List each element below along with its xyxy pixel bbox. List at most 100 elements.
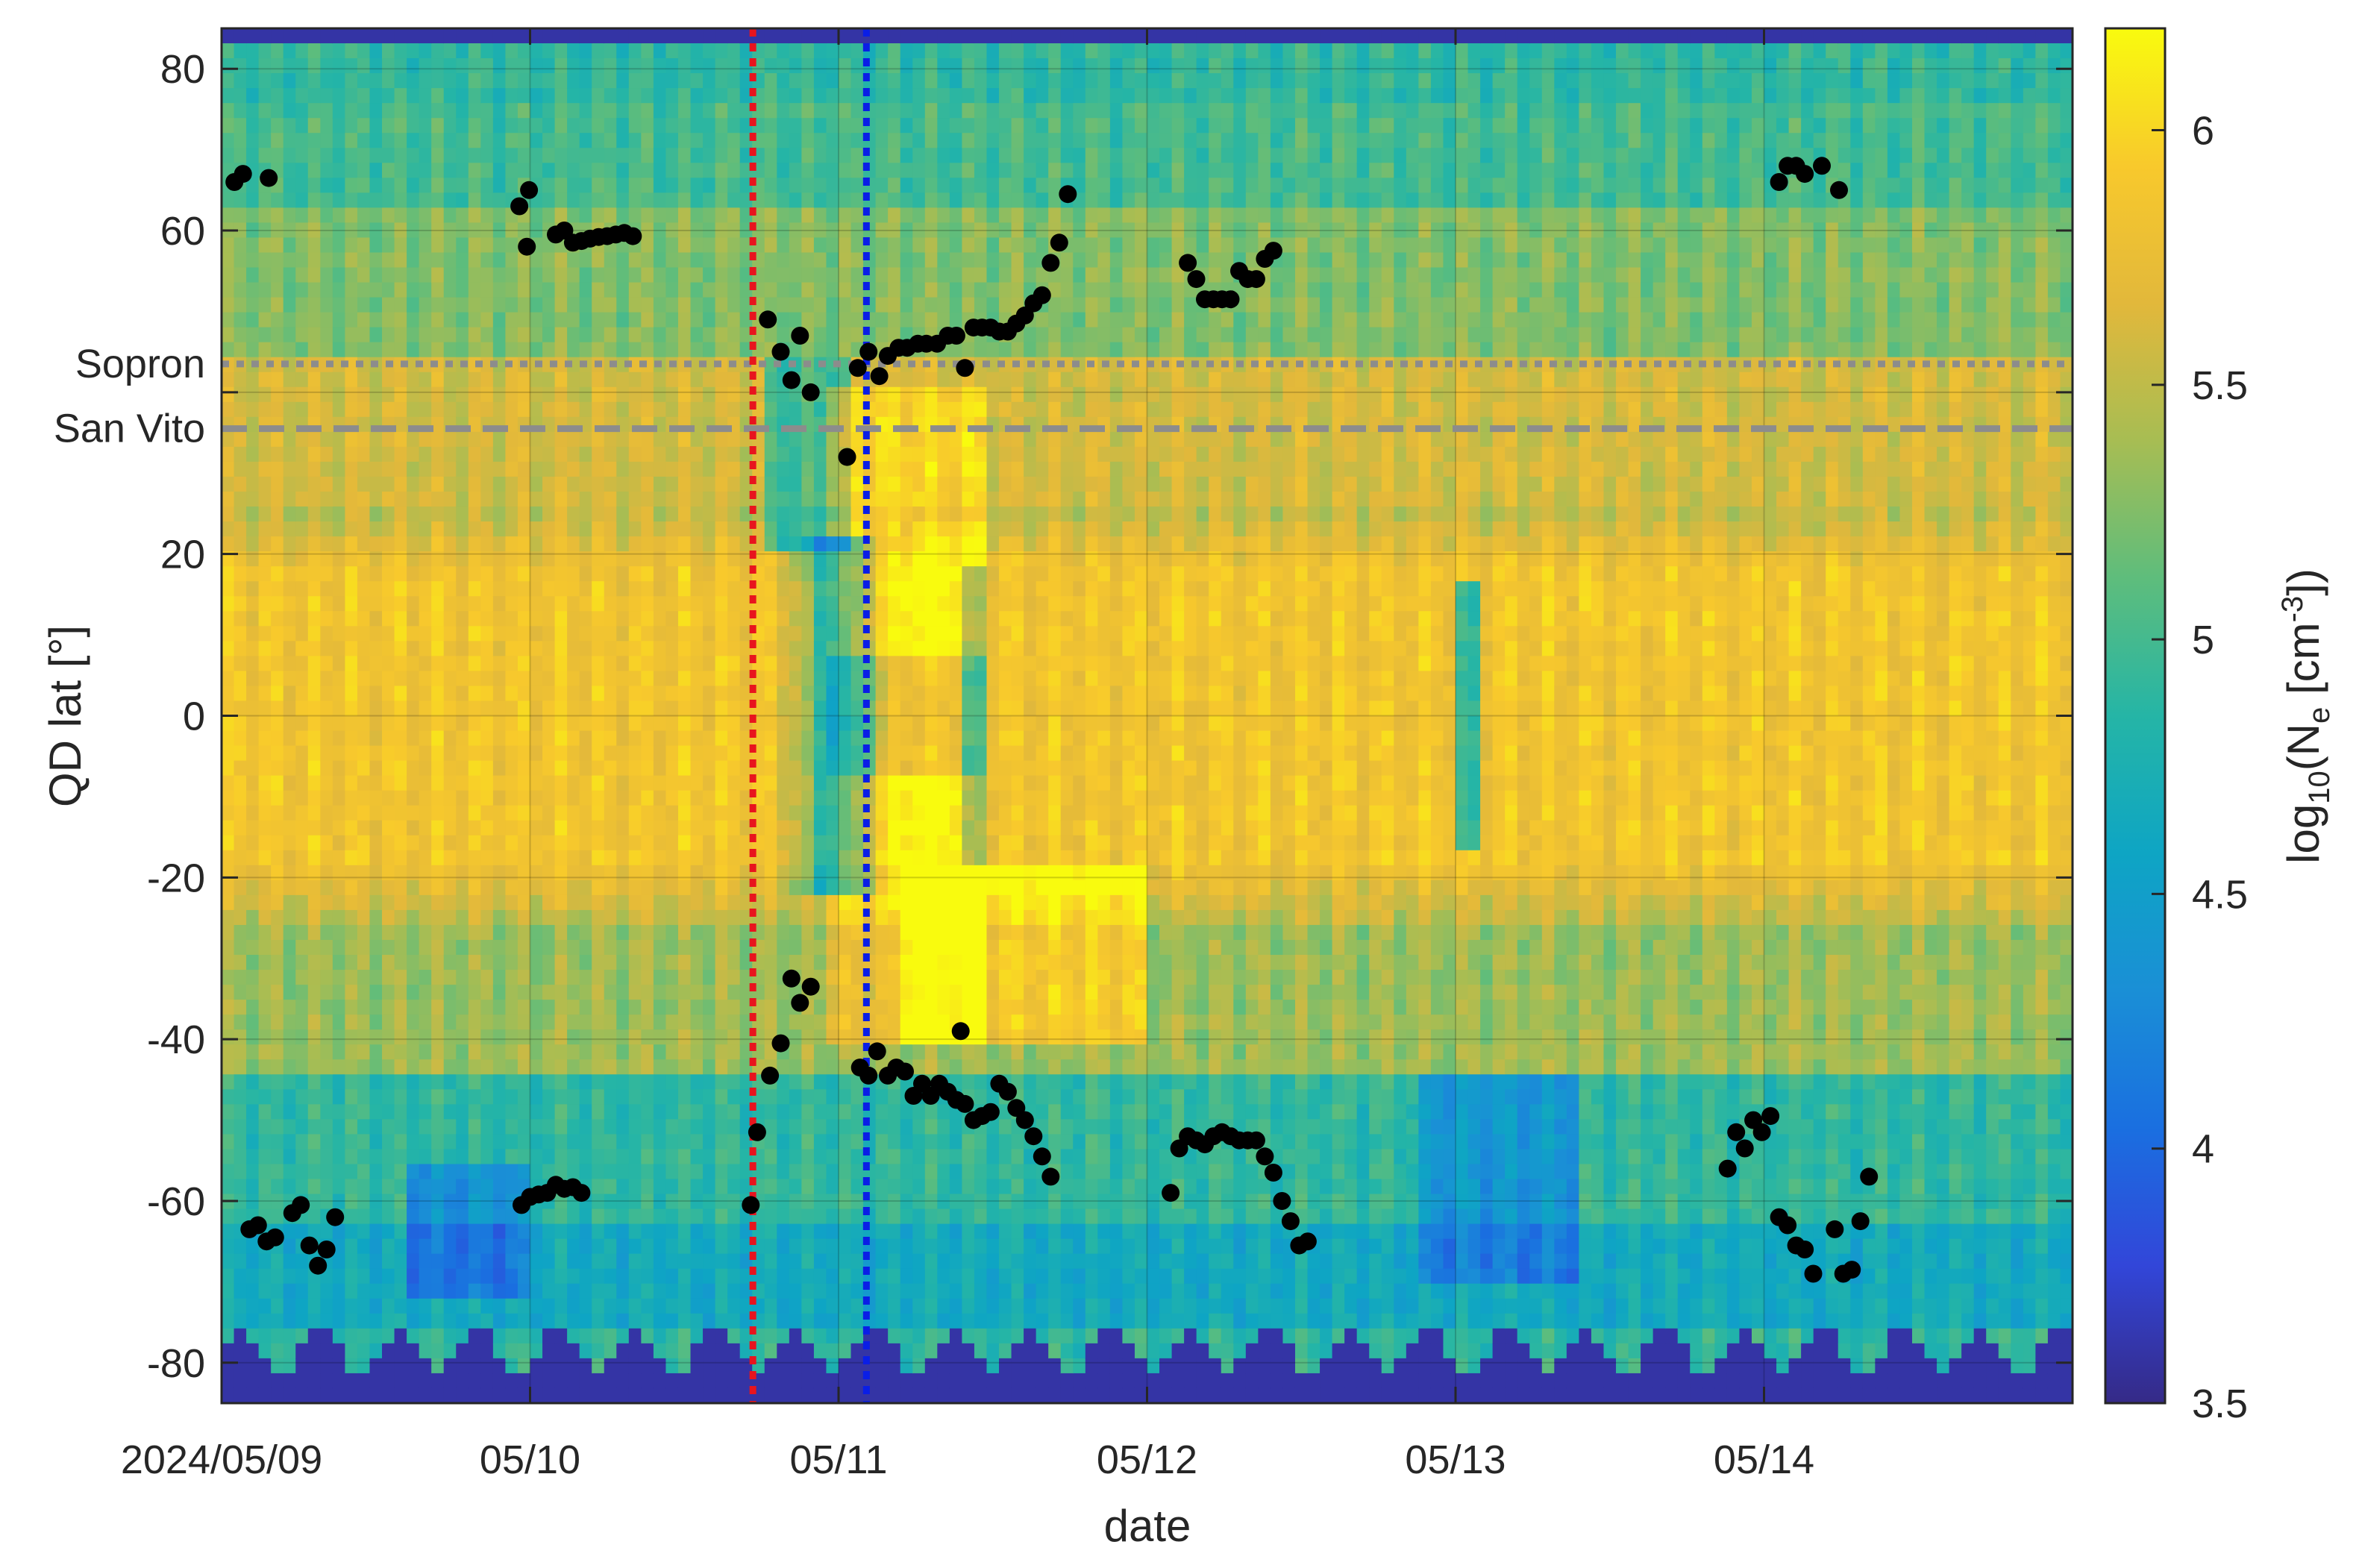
heatmap-cell [382,820,395,836]
heatmap-cell [579,43,592,59]
heatmap-cell [443,1164,457,1180]
heatmap-cell [258,1328,272,1344]
heatmap-cell [320,596,333,612]
heatmap-cell [641,760,654,777]
heatmap-cell [332,1373,346,1389]
heatmap-cell [727,1104,741,1120]
heatmap-cell [567,865,580,881]
heatmap-cell [307,207,322,224]
heatmap-cell [357,775,371,791]
heatmap-cell [801,118,815,134]
heatmap-cell [789,1119,803,1135]
heatmap-cell [665,955,679,970]
heatmap-cell [789,192,803,209]
heatmap-cell [727,805,741,821]
heatmap-cell [715,1373,728,1389]
heatmap-cell [345,1149,358,1165]
heatmap-cell [703,1208,716,1225]
heatmap-cell [727,1358,741,1374]
heatmap-cell [407,551,420,567]
heatmap-cell [592,446,605,462]
heatmap-cell [492,715,507,732]
heatmap-cell [839,1298,852,1314]
heatmap-cell [307,745,322,762]
heatmap-cell [839,1149,852,1165]
heatmap-cell [357,1089,371,1106]
heatmap-cell [431,760,445,777]
heatmap-cell [258,1059,272,1076]
heatmap-cell [850,1268,864,1285]
heatmap-cell [307,237,322,254]
heatmap-cell [850,1029,864,1046]
heatmap-cell [839,1268,852,1285]
heatmap-cell [530,1044,543,1061]
heatmap-cell [604,566,618,582]
heatmap-cell [592,1208,605,1225]
heatmap-cell [579,1343,592,1359]
heatmap-cell [369,401,383,418]
heatmap-cell [505,1358,519,1374]
heatmap-cell [777,327,790,343]
heatmap-cell [332,267,346,283]
heatmap-cell [222,775,235,791]
heatmap-cell [826,1194,839,1210]
heatmap-cell [407,970,420,985]
heatmap-cell [616,1208,630,1225]
heatmap-cell [246,416,260,433]
heatmap-cell [715,1387,728,1403]
heatmap-cell [345,192,358,209]
heatmap-cell [222,581,235,598]
heatmap-cell [727,1164,741,1180]
heatmap-cell [542,596,556,612]
heatmap-cell [677,58,692,74]
heatmap-cell [592,581,605,598]
heatmap-cell [888,252,901,269]
heatmap-cell [456,865,469,881]
heatmap-cell [579,909,592,926]
heatmap-cell [665,686,679,702]
heatmap-cell [764,596,778,612]
heatmap-cell [690,924,704,941]
heatmap-cell [616,118,630,134]
heatmap-cell [567,1029,580,1046]
heatmap-cell [407,626,420,642]
heatmap-cell [468,1343,482,1359]
heatmap-cell [283,909,297,926]
heatmap-cell [320,700,333,717]
heatmap-cell [295,1373,309,1389]
heatmap-cell [826,521,839,537]
heatmap-cell [703,386,716,403]
heatmap-cell [813,1119,827,1135]
heatmap-cell [480,850,494,866]
heatmap-cell [468,207,482,224]
heatmap-cell [295,581,309,598]
heatmap-cell [222,148,235,164]
heatmap-cell [357,894,371,911]
heatmap-cell [789,686,803,702]
heatmap-cell [222,970,235,985]
heatmap-cell [517,656,531,672]
heatmap-cell [665,133,679,149]
heatmap-cell [468,148,482,164]
heatmap-cell [456,820,469,836]
heatmap-cell [307,386,322,403]
heatmap-cell [875,656,889,672]
heatmap-cell [345,626,358,642]
heatmap-cell [271,1208,284,1225]
heatmap-cell [320,507,333,522]
heatmap-cell [690,1358,704,1374]
heatmap-cell [567,879,580,896]
heatmap-cell [382,492,395,507]
heatmap-cell [665,641,679,657]
heatmap-cell [307,536,322,552]
heatmap-cell [703,536,716,552]
heatmap-cell [517,551,531,567]
heatmap-cell [592,1253,605,1270]
heatmap-cell [443,1119,457,1135]
heatmap-cell [579,760,592,777]
heatmap-cell [271,775,284,791]
heatmap-cell [480,551,494,567]
heatmap-cell [332,865,346,881]
heatmap-cell [677,1134,692,1150]
heatmap-cell [839,581,852,598]
